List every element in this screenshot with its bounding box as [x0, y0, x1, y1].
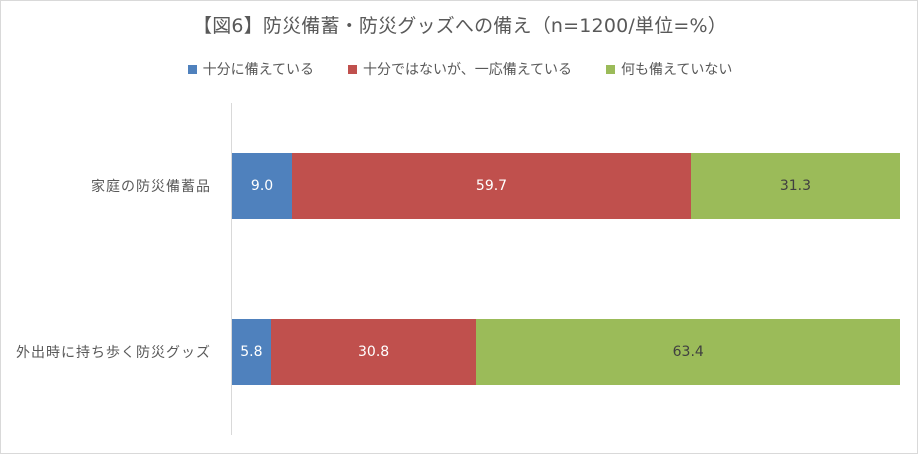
- legend-item-somewhat-prepared: 十分ではないが、一応備えている: [347, 59, 573, 79]
- legend-item-not-prepared: 何も備えていない: [606, 59, 732, 79]
- bar-segment-fully-prepared: 9.0: [232, 153, 293, 219]
- bar-segment-not-prepared: 31.3: [690, 153, 900, 219]
- bar-segment-somewhat-prepared: 59.7: [292, 153, 691, 219]
- bar-carry-goods: 5.8 30.8 63.4: [232, 319, 900, 385]
- category-axis-line: [231, 103, 232, 435]
- legend: 十分に備えている 十分ではないが、一応備えている 何も備えていない: [1, 59, 918, 79]
- legend-label: 何も備えていない: [621, 62, 733, 78]
- bar-home-stockpile: 9.0 59.7 31.3: [232, 153, 900, 219]
- chart-title: 【図6】防災備蓄・防災グッズへの備え（n=1200/単位=%）: [193, 15, 727, 37]
- legend-swatch-icon: [347, 64, 357, 74]
- legend-swatch-icon: [606, 64, 616, 74]
- legend-label: 十分に備えている: [202, 62, 314, 78]
- bar-segment-somewhat-prepared: 30.8: [270, 319, 477, 385]
- legend-swatch-icon: [187, 64, 197, 74]
- category-label-home-stockpile: 家庭の防災備蓄品: [91, 179, 211, 195]
- legend-item-fully-prepared: 十分に備えている: [187, 59, 314, 79]
- bar-segment-not-prepared: 63.4: [476, 319, 900, 385]
- legend-label: 十分ではないが、一応備えている: [362, 62, 573, 78]
- bar-segment-fully-prepared: 5.8: [232, 319, 271, 385]
- category-label-carry-goods: 外出時に持ち歩く防災グッズ: [16, 345, 211, 361]
